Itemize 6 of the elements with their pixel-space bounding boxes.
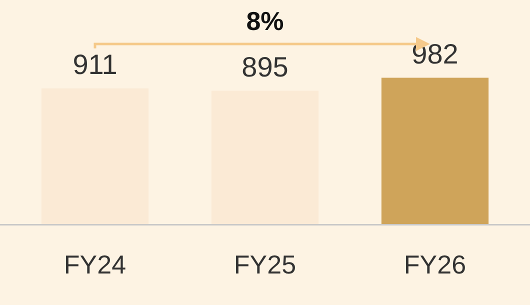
x-tick-label: FY25 [234, 250, 296, 280]
text: 8% [246, 6, 284, 37]
x-tick-label: FY26 [404, 250, 466, 280]
x-tick-label: FY24 [64, 250, 126, 280]
data-label: 895 [242, 51, 288, 82]
data-label: 911 [72, 49, 118, 80]
